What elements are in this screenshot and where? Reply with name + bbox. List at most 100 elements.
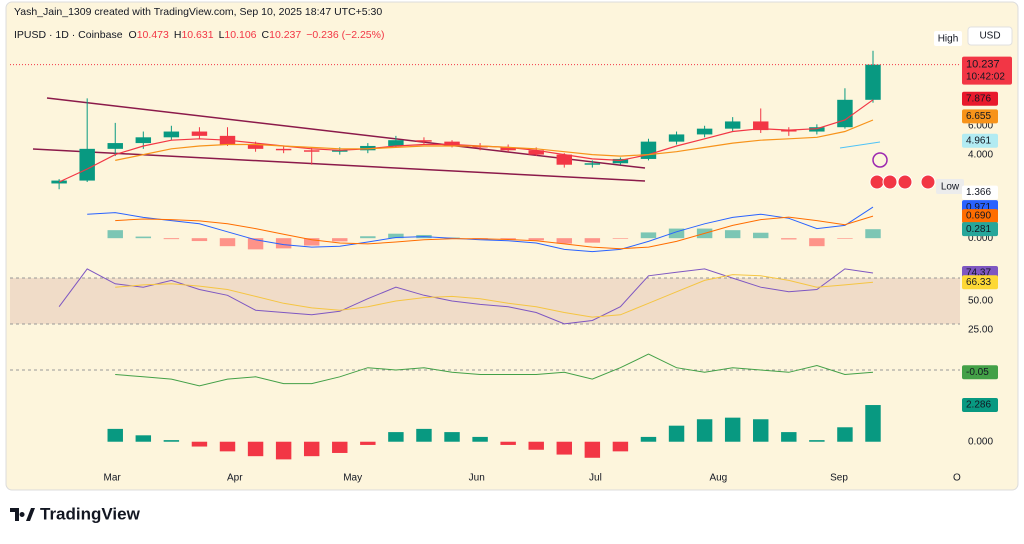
candle-body <box>416 140 432 142</box>
candle-body <box>135 137 152 144</box>
credit: Yash_Jain_1309 created with TradingView.… <box>14 6 382 18</box>
bar <box>275 441 292 460</box>
histogram-bar <box>668 228 685 239</box>
price-badge-bg <box>962 398 998 413</box>
bar <box>668 425 685 442</box>
symbol: IPUSD · 1D · Coinbase <box>14 29 123 41</box>
candle-body <box>612 158 629 164</box>
candle-body <box>303 150 320 152</box>
price-badge-bg <box>962 91 998 106</box>
bar <box>556 441 573 455</box>
bar <box>163 440 180 442</box>
y-tick-label: 0.000 <box>968 436 993 447</box>
series-line <box>87 206 874 253</box>
bar <box>472 436 488 442</box>
ohlc-key: L <box>219 29 225 41</box>
candle-body <box>360 145 376 151</box>
change: −0.236 (−2.25%) <box>306 29 384 41</box>
candle-body <box>556 154 573 165</box>
bar <box>696 419 713 442</box>
countdown: 10:42:02 <box>966 71 1005 82</box>
histogram-bar <box>163 238 180 240</box>
bar <box>781 432 797 442</box>
ohlc-key: O <box>129 29 137 41</box>
histogram-bar <box>724 230 741 239</box>
brand-logo <box>10 508 35 521</box>
bar <box>219 441 236 452</box>
bar <box>612 441 629 452</box>
bar <box>500 441 516 445</box>
histogram-bar <box>135 236 152 239</box>
price-badge: 74.37 <box>966 268 991 279</box>
x-tick-label: May <box>343 473 362 484</box>
histogram-bar <box>809 238 825 247</box>
bar <box>584 441 601 458</box>
price-badge: 10.237 <box>966 59 1000 71</box>
ohlc-value: 10.237 <box>269 29 301 41</box>
price-badge: 66.33 <box>966 277 991 288</box>
y-tick-label: 25.00 <box>968 324 993 335</box>
price-badge-bg <box>962 109 998 124</box>
candle-body <box>696 128 713 135</box>
series-line <box>58 99 874 183</box>
bar <box>724 417 741 442</box>
x-tick-label: Jun <box>469 473 485 484</box>
ohlc-value: 10.631 <box>181 29 213 41</box>
price-badge-bg <box>962 222 998 237</box>
candle-body <box>781 130 797 132</box>
x-tick-label: Apr <box>227 473 243 484</box>
series-line <box>115 119 874 161</box>
series-line <box>58 268 874 325</box>
trendline-lower <box>32 148 646 182</box>
histogram-bar <box>303 238 320 246</box>
histogram-bar <box>528 238 544 241</box>
candle-body <box>107 143 123 149</box>
price-badge-bg <box>962 133 998 148</box>
histogram-bar <box>332 238 348 242</box>
candle-body <box>865 64 881 100</box>
currency-button-bg[interactable] <box>967 26 1013 46</box>
candle-body <box>444 141 460 146</box>
candle-body <box>163 131 180 138</box>
y-tick-label: 50.00 <box>968 296 993 307</box>
bar <box>360 441 376 445</box>
candle-body <box>388 140 404 146</box>
bar <box>837 427 853 442</box>
candle-body <box>332 150 348 152</box>
price-badge: 0.281 <box>966 224 991 235</box>
histogram-bar <box>753 232 769 239</box>
trendline-upper <box>46 97 646 169</box>
candle-body <box>809 127 825 132</box>
candle-body <box>837 99 853 128</box>
candle-body <box>79 148 95 181</box>
series-line <box>115 274 874 318</box>
price-badge-bg <box>962 185 998 200</box>
currency-button[interactable]: USD <box>979 31 1000 42</box>
candle-body <box>472 145 488 148</box>
price-badge: 0.690 <box>966 211 991 222</box>
bar <box>191 441 208 447</box>
series-line <box>115 215 874 250</box>
bar <box>640 436 657 442</box>
low-badge-bg <box>936 179 964 194</box>
ohlc-key: C <box>262 29 270 41</box>
histogram-bar <box>219 238 236 247</box>
series-line <box>115 353 874 387</box>
bar <box>332 441 348 453</box>
bar <box>753 419 769 442</box>
histogram-bar <box>781 238 797 240</box>
price-badge-bg <box>962 209 998 224</box>
high-badge-bg <box>934 31 962 46</box>
x-tick-label: Mar <box>104 473 122 484</box>
y-tick-label: 6.000 <box>968 120 993 131</box>
bar <box>388 432 404 442</box>
brand-name: TradingView <box>40 504 141 523</box>
event-icons <box>869 152 936 190</box>
indicator-line <box>839 141 881 149</box>
bar <box>416 428 432 442</box>
price-badge-bg <box>962 365 998 380</box>
histogram-bar <box>107 230 123 239</box>
bar <box>809 440 825 442</box>
